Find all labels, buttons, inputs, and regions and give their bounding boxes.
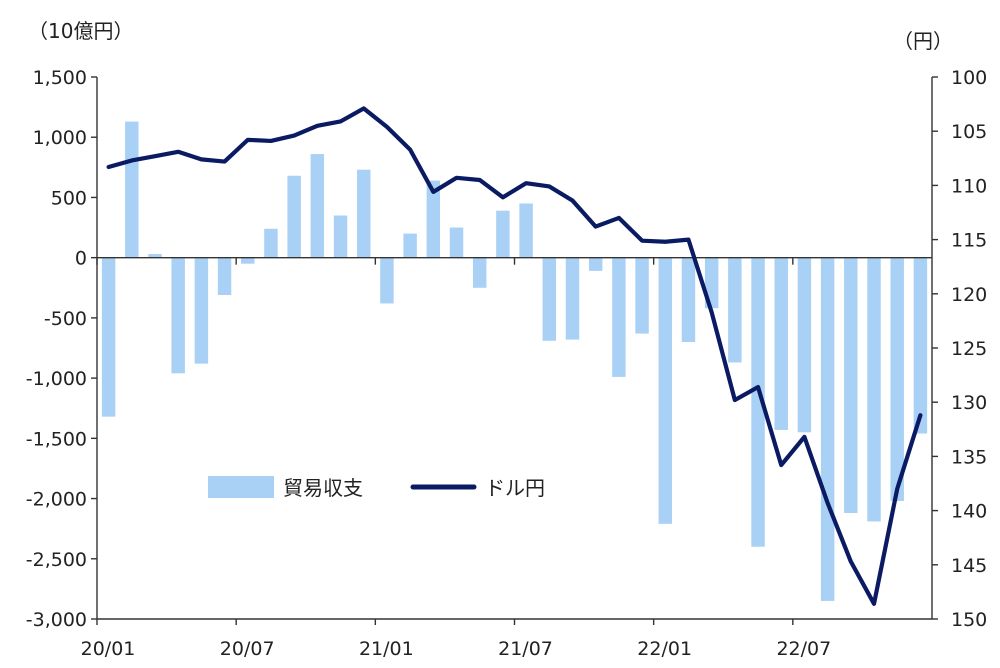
usd-jpy-line (106, 106, 923, 606)
bar-19 (542, 257, 557, 341)
bar-35 (913, 257, 928, 434)
bar-6 (241, 257, 255, 264)
right-tick-label: 145 (951, 555, 987, 577)
bar-10 (333, 215, 348, 258)
bar-30 (797, 257, 812, 433)
x-tick-label: 22/01 (637, 638, 692, 660)
bar-3 (171, 257, 185, 374)
right-axis-unit-label: （円） (893, 29, 953, 53)
bar-2 (148, 254, 162, 258)
left-tick-label: 0 (75, 248, 87, 270)
right-tick-label: 135 (951, 446, 987, 468)
bar-31 (820, 257, 835, 601)
right-tick-label: 120 (951, 284, 987, 306)
right-tick-label: 140 (951, 501, 987, 523)
bar-20 (565, 257, 580, 340)
bar-12 (380, 257, 394, 304)
bar-32 (844, 257, 858, 514)
bar-5 (217, 257, 232, 296)
right-tick-label: 130 (951, 392, 987, 414)
legend: 貿易収支 ドル円 (208, 476, 545, 500)
right-tick-label: 105 (951, 121, 987, 143)
left-tick-label: -2,500 (26, 549, 87, 571)
bar-21 (588, 257, 603, 271)
right-axis-ticks: 100 105 110 115 120 125 130 135 140 145 150 (932, 67, 987, 631)
line-series-usd-jpy (106, 106, 923, 606)
x-tick-label: 20/07 (220, 638, 275, 660)
bar-series-trade-balance (101, 121, 928, 601)
bar-33 (867, 257, 881, 522)
bar-16 (472, 257, 487, 288)
legend-label-trade-balance: 貿易収支 (283, 476, 363, 500)
right-tick-label: 100 (951, 67, 987, 89)
right-tick-label: 125 (951, 338, 987, 360)
bar-15 (449, 227, 464, 258)
left-tick-label: 1,000 (33, 127, 87, 149)
x-tick-label: 20/01 (81, 638, 136, 660)
bar-17 (496, 210, 510, 258)
right-tick-label: 150 (951, 609, 987, 631)
bar-34 (890, 257, 904, 501)
bar-9 (310, 154, 325, 258)
bar-22 (612, 257, 626, 377)
right-tick-label: 110 (951, 175, 987, 197)
x-tick-label: 21/07 (498, 638, 553, 660)
x-axis-ticks: 20/01 20/07 21/01 21/07 22/01 22/07 (81, 257, 831, 660)
bar-8 (287, 175, 301, 258)
bar-13 (403, 233, 417, 258)
legend-swatch-trade-balance (208, 476, 274, 498)
bar-25 (681, 257, 696, 342)
bar-18 (519, 203, 533, 258)
bar-14 (426, 180, 441, 258)
bar-29 (774, 257, 788, 430)
left-axis-unit-label: （10億円） (28, 19, 133, 43)
bar-28 (751, 257, 765, 547)
x-tick-label: 21/01 (359, 638, 414, 660)
bar-23 (635, 257, 649, 334)
left-tick-label: -500 (44, 308, 87, 330)
bar-1 (125, 121, 139, 258)
bar-27 (728, 257, 742, 363)
x-tick-label: 22/07 (776, 638, 831, 660)
legend-label-usd-jpy: ドル円 (485, 476, 545, 500)
bar-0 (101, 257, 116, 417)
left-tick-label: -2,000 (26, 489, 87, 511)
left-tick-label: -1,000 (26, 368, 87, 390)
left-tick-label: 1,500 (33, 67, 87, 89)
left-axis-ticks: 1,500 1,000 500 0 -500 -1,000 -1,500 -2,000 -2,5… (26, 67, 97, 631)
bar-7 (264, 228, 278, 258)
bar-24 (658, 257, 672, 524)
bar-11 (357, 169, 371, 258)
left-tick-label: -3,000 (26, 609, 87, 631)
bar-4 (194, 257, 209, 364)
left-tick-label: 500 (51, 187, 87, 209)
right-tick-label: 115 (951, 230, 987, 252)
left-tick-label: -1,500 (26, 428, 87, 450)
